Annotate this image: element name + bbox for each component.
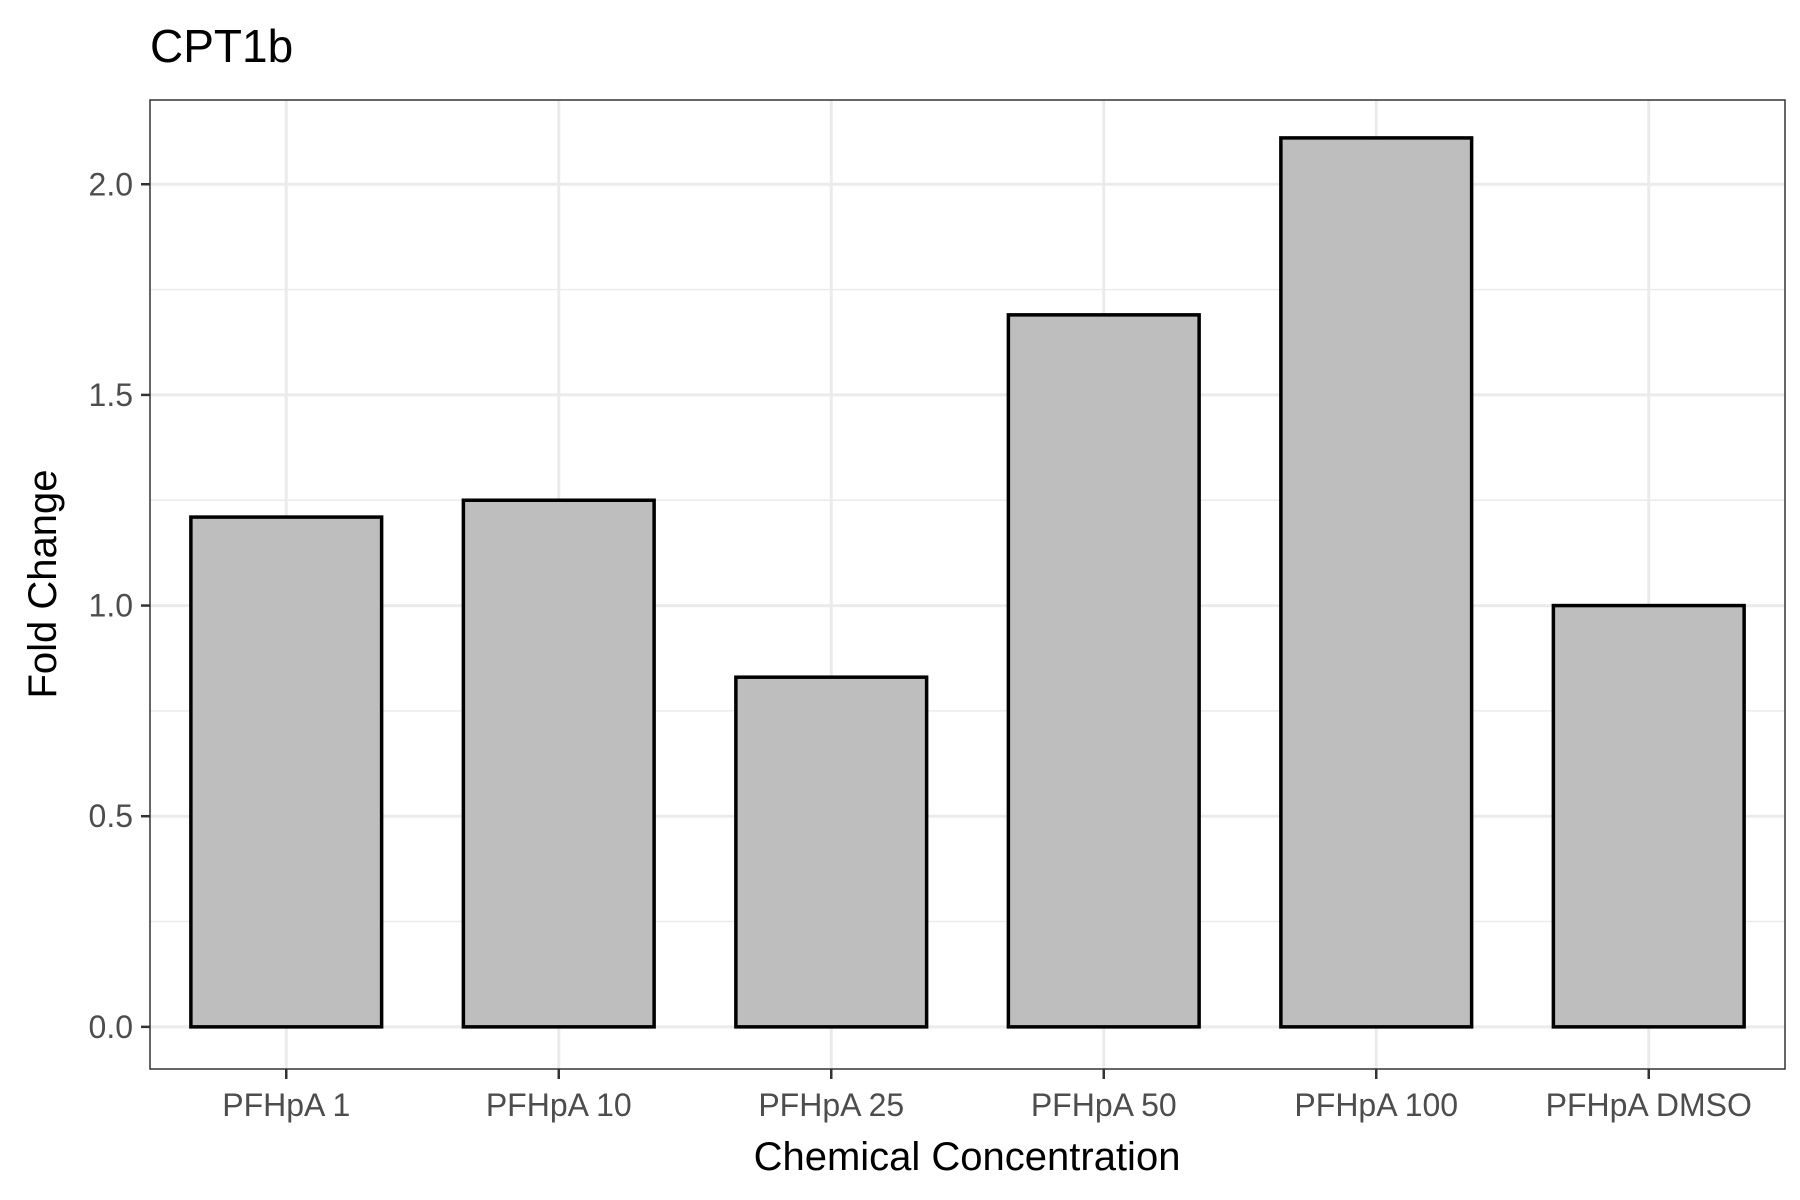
y-tick-label: 2.0: [89, 166, 133, 202]
bar-pfhpa-25: [734, 675, 929, 1029]
y-axis-label: Fold Change: [21, 469, 65, 698]
panel-border: [149, 99, 1786, 1070]
x-axis-label: Chemical Concentration: [754, 1135, 1181, 1179]
grid-lines: [150, 100, 1785, 1069]
x-tick-label: PFHpA 100: [1294, 1087, 1458, 1123]
bar-pfhpa-100: [1279, 136, 1474, 1029]
x-tick-label: PFHpA 1: [222, 1087, 350, 1123]
y-tick-label: 0.5: [89, 798, 133, 834]
bar-pfhpa-10: [461, 498, 656, 1029]
x-tick-label: PFHpA 50: [1031, 1087, 1177, 1123]
x-tick-label: PFHpA 10: [486, 1087, 632, 1123]
y-tick-label: 0.0: [89, 1009, 133, 1045]
chart-title: CPT1b: [150, 20, 293, 72]
x-tick-label: PFHpA DMSO: [1546, 1087, 1752, 1123]
axis-ticks: 0.0 0.5 1.0 1.5 2.0 PFHpA 1 PFHpA 10 PFHpA 25 PF…: [89, 166, 1752, 1123]
y-tick-label: 1.5: [89, 377, 133, 413]
bars: [189, 136, 1746, 1029]
bar-pfhpa-1: [189, 515, 384, 1029]
x-tick-label: PFHpA 25: [758, 1087, 904, 1123]
bar-pfhpa-50: [1006, 313, 1201, 1029]
y-tick-label: 1.0: [89, 588, 133, 624]
bar-pfhpa-dmso: [1551, 603, 1746, 1029]
